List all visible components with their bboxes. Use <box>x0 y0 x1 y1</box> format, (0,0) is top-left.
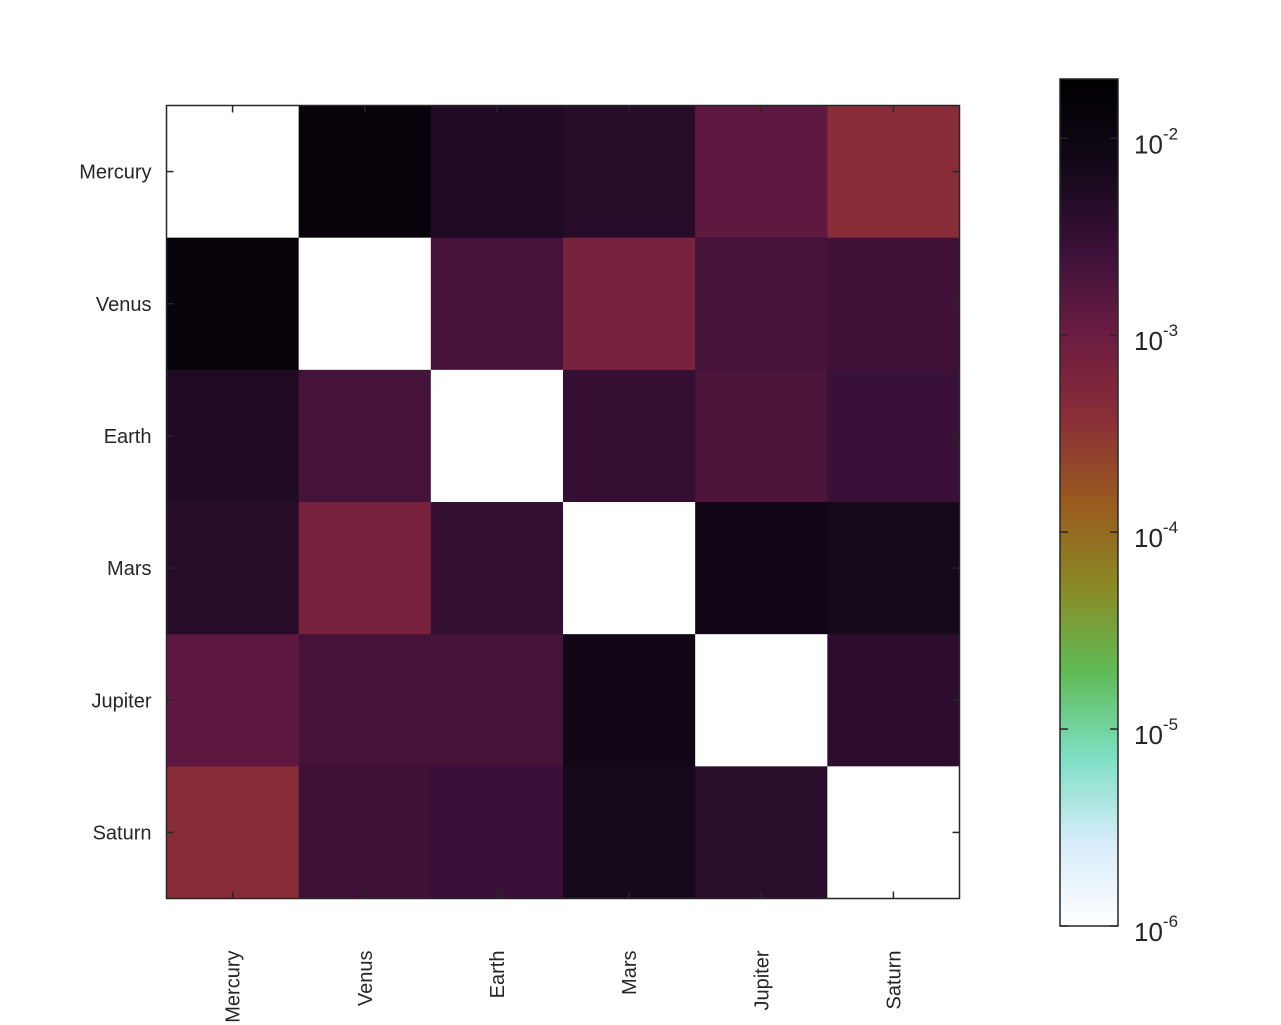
heatmap-cell-saturn-saturn <box>827 766 960 899</box>
heatmap-cell-mars-venus <box>298 502 432 635</box>
heatmap-cell-jupiter-mars <box>563 634 696 767</box>
x-tick-label-jupiter: Jupiter <box>751 950 773 1010</box>
heatmap-cell-jupiter-saturn <box>827 634 960 767</box>
heatmap-cell-earth-mars <box>563 369 696 503</box>
heatmap-cell-venus-mercury <box>166 237 300 371</box>
heatmap-cell-mercury-venus <box>298 105 432 239</box>
heatmap-cell-earth-venus <box>298 369 432 503</box>
heatmap-cell-mars-saturn <box>827 502 960 635</box>
y-axis-labels: Mercury Venus Earth Mars Jupiter Saturn <box>79 162 152 845</box>
heatmap-cell-mercury-jupiter <box>695 105 828 239</box>
heatmap-cell-mercury-saturn <box>827 105 960 239</box>
heatmap-cell-saturn-venus <box>298 766 432 899</box>
heatmap-cell-earth-jupiter <box>695 369 828 503</box>
heatmap-cell-venus-mars <box>563 237 696 371</box>
x-tick-label-venus: Venus <box>355 951 377 1007</box>
y-tick-label-jupiter: Jupiter <box>91 690 151 712</box>
heatmap-cell-earth-earth <box>430 369 564 503</box>
colorbar-tick-label: 10-4 <box>1134 518 1178 553</box>
heatmap-ticks <box>166 105 960 899</box>
heatmap-cell-mars-mercury <box>166 502 300 635</box>
y-tick-label-venus: Venus <box>96 294 152 316</box>
heatmap-cell-jupiter-mercury <box>166 634 300 767</box>
x-tick-label-mars: Mars <box>619 951 641 995</box>
heatmap-cells <box>166 105 960 899</box>
heatmap-cell-jupiter-earth <box>430 634 564 767</box>
heatmap-axes-frame <box>165 104 961 900</box>
heatmap-cell-venus-earth <box>430 237 564 371</box>
colorbar: 10-6 10-5 10-4 10-3 10-2 <box>1059 78 1178 947</box>
heatmap-cell-mars-earth <box>430 502 564 635</box>
colorbar-tick-label: 10-2 <box>1134 124 1178 159</box>
heatmap-cell-earth-saturn <box>827 369 960 503</box>
colorbar-tick-label: 10-3 <box>1134 321 1178 356</box>
x-tick-label-saturn: Saturn <box>883 951 905 1010</box>
y-tick-label-mercury: Mercury <box>79 162 151 184</box>
x-tick-label-earth: Earth <box>487 951 509 999</box>
heatmap-cell-mercury-mercury <box>166 105 300 239</box>
heatmap-cell-mars-jupiter <box>695 502 828 635</box>
heatmap-cell-mercury-earth <box>430 105 564 239</box>
heatmap-cell-jupiter-venus <box>298 634 432 767</box>
heatmap-cell-venus-saturn <box>827 237 960 371</box>
y-tick-label-earth: Earth <box>104 426 152 448</box>
heatmap-cell-jupiter-jupiter <box>695 634 828 767</box>
heatmap-cell-earth-mercury <box>166 369 300 503</box>
heatmap-cell-saturn-mercury <box>166 766 300 899</box>
heatmap-cell-venus-jupiter <box>695 237 828 371</box>
x-axis-labels: Mercury Venus Earth Mars Jupiter Saturn <box>223 950 906 1023</box>
heatmap-cell-saturn-jupiter <box>695 766 828 899</box>
heatmap-cell-saturn-mars <box>563 766 696 899</box>
heatmap-cell-venus-venus <box>298 237 432 371</box>
x-tick-label-mercury: Mercury <box>223 951 245 1023</box>
y-tick-label-mars: Mars <box>107 558 151 580</box>
y-tick-label-saturn: Saturn <box>93 822 152 844</box>
colorbar-tick-label: 10-5 <box>1134 715 1178 750</box>
heatmap-cell-mars-mars <box>563 502 696 635</box>
colorbar-gradient <box>1059 78 1119 927</box>
colorbar-tick-label: 10-6 <box>1134 912 1178 947</box>
heatmap-cell-mercury-mars <box>563 105 696 239</box>
heatmap-cell-saturn-earth <box>430 766 564 899</box>
